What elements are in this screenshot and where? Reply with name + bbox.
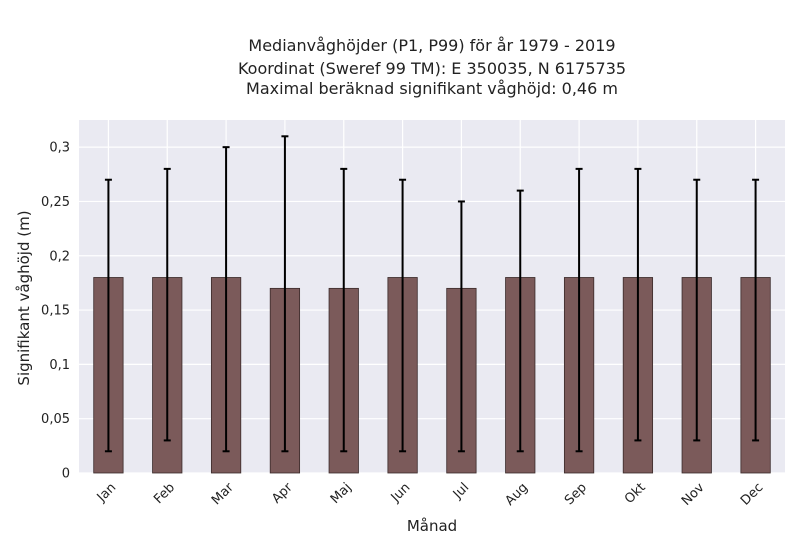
- x-tick-label: Sep: [562, 480, 590, 508]
- error-bar-mar: [222, 146, 230, 453]
- y-tick-label: 0,2: [49, 249, 70, 264]
- x-tick-label: Jan: [94, 480, 119, 505]
- error-bar-jan: [104, 178, 112, 453]
- error-bars: [104, 135, 760, 453]
- error-bar-okt: [634, 167, 642, 442]
- error-bar-nov: [693, 178, 701, 442]
- x-tick-label: Nov: [679, 480, 708, 509]
- title-line-1: Medianvåghöjder (P1, P99) för år 1979 - …: [248, 36, 615, 55]
- x-tick-label: Dec: [738, 480, 766, 508]
- x-tick-label: Maj: [328, 480, 355, 507]
- y-tick-label: 0,25: [41, 195, 70, 210]
- y-axis-label: Signifikant våghöjd (m): [15, 210, 33, 385]
- x-tick-label: Okt: [622, 480, 649, 507]
- error-bar-aug: [516, 189, 524, 453]
- plot-area: [79, 120, 785, 473]
- chart-title: Medianvåghöjder (P1, P99) för år 1979 - …: [238, 36, 626, 98]
- y-tick-label: 0,1: [49, 358, 70, 373]
- error-bar-jul: [457, 200, 465, 453]
- x-tick-label: Aug: [503, 480, 532, 509]
- error-bar-jun: [399, 178, 407, 453]
- title-line-2: Koordinat (Sweref 99 TM): E 350035, N 61…: [238, 59, 626, 78]
- error-bar-feb: [163, 167, 171, 442]
- y-tick-label: 0: [62, 467, 70, 482]
- y-axis-ticks: 0 0,05 0,1 0,15 0,2 0,25 0,3: [41, 141, 70, 482]
- x-tick-label: Feb: [151, 480, 178, 507]
- error-bar-sep: [575, 167, 583, 453]
- error-bar-apr: [281, 135, 289, 453]
- x-tick-label: Mar: [209, 480, 237, 508]
- y-tick-label: 0,05: [41, 412, 70, 427]
- error-bar-maj: [340, 167, 348, 453]
- y-tick-label: 0,3: [49, 141, 70, 156]
- y-tick-label: 0,15: [41, 304, 70, 319]
- x-tick-label: Apr: [269, 480, 296, 507]
- x-axis-label: Månad: [407, 517, 457, 535]
- x-tick-label: Jun: [388, 480, 414, 506]
- error-bar-dec: [752, 178, 760, 442]
- title-line-3: Maximal beräknad signifikant våghöjd: 0,…: [246, 79, 618, 98]
- x-axis-ticks: Jan Feb Mar Apr Maj Jun Jul Aug Sep Okt Nov Dec: [94, 480, 767, 509]
- x-tick-label: Jul: [450, 480, 472, 502]
